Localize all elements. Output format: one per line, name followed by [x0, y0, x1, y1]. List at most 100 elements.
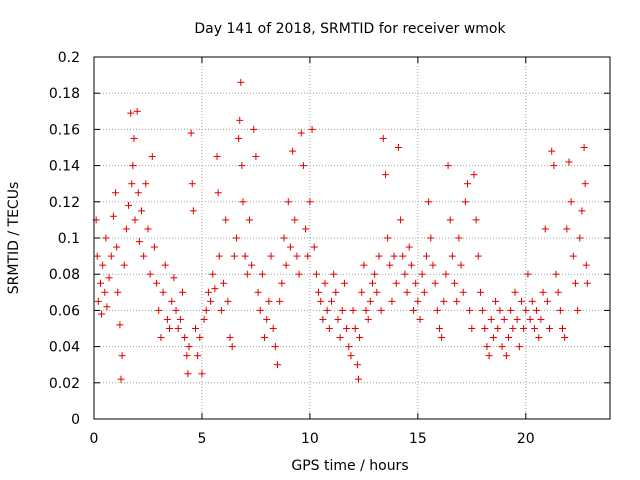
data-point — [176, 315, 184, 323]
y-tick-label: 0 — [71, 412, 80, 428]
data-point — [379, 134, 387, 142]
data-point — [574, 306, 582, 314]
data-point — [472, 216, 480, 224]
data-point — [340, 279, 348, 287]
data-point — [93, 252, 101, 260]
data-point — [364, 315, 372, 323]
data-point — [105, 274, 113, 282]
data-point — [194, 352, 202, 360]
data-point — [96, 279, 104, 287]
data-point — [269, 325, 277, 332]
data-point — [446, 216, 454, 224]
data-point — [343, 325, 351, 332]
data-point — [243, 270, 251, 278]
data-point — [351, 325, 359, 332]
data-point — [366, 297, 374, 305]
data-point — [144, 225, 152, 233]
data-point — [369, 279, 377, 287]
data-point — [217, 306, 225, 314]
data-point — [511, 288, 519, 296]
data-point — [541, 225, 549, 233]
data-point — [276, 297, 284, 305]
data-point — [103, 303, 111, 311]
data-point — [543, 297, 551, 305]
data-point — [133, 107, 141, 115]
y-tick-label: 0.12 — [49, 195, 80, 211]
data-point — [371, 270, 379, 278]
data-point — [500, 315, 508, 323]
data-point — [476, 288, 484, 296]
data-point — [496, 306, 504, 314]
data-point — [245, 216, 253, 224]
data-point — [236, 116, 244, 124]
data-point — [135, 238, 143, 246]
grid-lines — [94, 57, 610, 419]
data-point — [172, 306, 180, 314]
data-point — [291, 216, 299, 224]
data-point — [455, 234, 463, 242]
data-point — [315, 288, 323, 296]
data-point — [130, 134, 138, 142]
data-point — [397, 216, 405, 224]
data-point — [414, 297, 422, 305]
data-point — [576, 234, 584, 242]
data-point — [461, 198, 469, 206]
data-point — [235, 134, 243, 142]
data-point — [146, 270, 154, 278]
data-point — [188, 180, 196, 188]
data-point — [581, 180, 589, 188]
data-point — [520, 325, 528, 332]
data-point — [494, 325, 502, 332]
data-point — [433, 306, 441, 314]
y-tick-label: 0.08 — [49, 267, 80, 283]
data-point — [220, 279, 228, 287]
data-point — [129, 162, 137, 170]
data-point — [163, 315, 171, 323]
data-point — [498, 343, 506, 351]
data-point — [122, 225, 130, 233]
x-tick-label: 15 — [409, 431, 427, 447]
data-point — [101, 288, 109, 296]
y-tick-label: 0.14 — [49, 159, 80, 175]
data-point — [405, 243, 413, 251]
y-tick-label: 0.02 — [49, 376, 80, 392]
data-point — [578, 207, 586, 215]
data-point — [489, 334, 497, 342]
data-point — [209, 270, 217, 278]
data-point — [213, 153, 221, 161]
data-point — [492, 297, 500, 305]
data-point — [569, 252, 577, 260]
data-point — [464, 180, 472, 188]
data-point — [274, 361, 282, 369]
data-point — [401, 270, 409, 278]
data-point — [435, 325, 443, 332]
data-point — [112, 189, 120, 197]
data-point — [284, 198, 292, 206]
x-tick-label: 20 — [517, 431, 535, 447]
data-point — [559, 325, 567, 332]
data-point — [377, 306, 385, 314]
data-point — [117, 375, 125, 383]
data-point — [258, 270, 266, 278]
data-point — [107, 252, 115, 260]
data-point — [356, 334, 364, 342]
data-point — [116, 321, 124, 329]
data-point — [567, 198, 575, 206]
data-point — [407, 261, 415, 269]
data-point — [237, 78, 245, 86]
data-point — [310, 243, 318, 251]
data-point — [563, 225, 571, 233]
data-point — [94, 297, 102, 305]
data-point — [241, 252, 249, 260]
data-point — [334, 315, 342, 323]
y-tick-label: 0.16 — [49, 122, 80, 138]
data-point — [381, 171, 389, 179]
y-tick-label: 0.1 — [58, 231, 80, 247]
data-point — [550, 162, 558, 170]
data-point — [556, 306, 564, 314]
data-point — [537, 315, 545, 323]
data-point — [505, 334, 513, 342]
data-point — [583, 279, 591, 287]
data-point — [507, 306, 515, 314]
